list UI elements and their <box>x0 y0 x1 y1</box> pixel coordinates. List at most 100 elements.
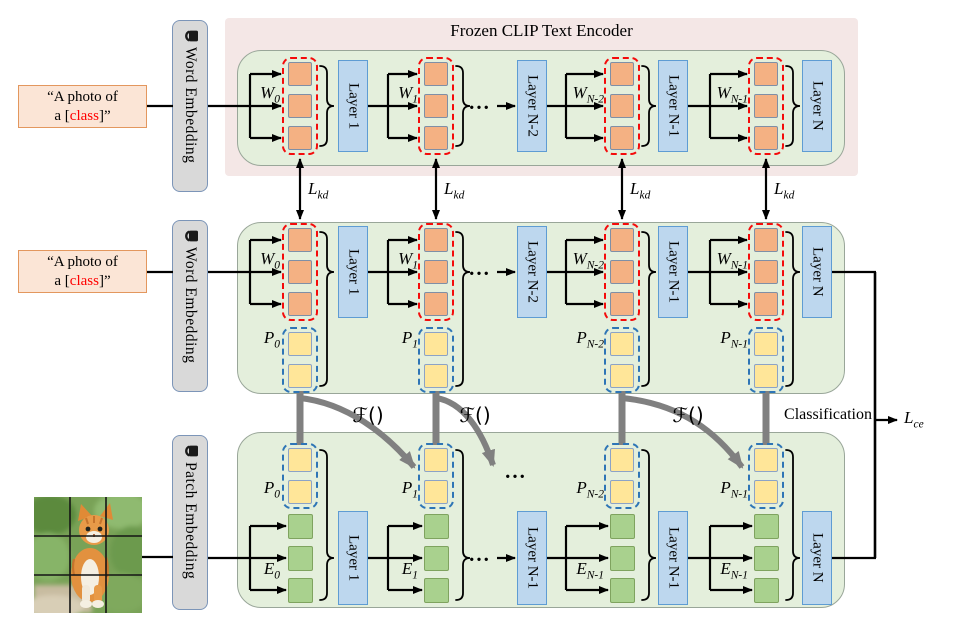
word-embedding-label: Word Embedding <box>182 247 199 364</box>
p-token <box>754 480 778 504</box>
e-token <box>609 514 635 539</box>
e-label: E0 <box>263 559 280 582</box>
w-token <box>288 126 312 150</box>
vision-layer-box-3: Layer N <box>802 511 832 605</box>
w-label: W1 <box>398 249 418 272</box>
student-w-token-stack-1 <box>418 223 454 321</box>
lock-icon <box>184 230 198 242</box>
vision-p-token-stack-1 <box>418 443 454 509</box>
patch-embedding-label: Patch Embedding <box>182 462 199 580</box>
student-p-token-stack-1 <box>418 327 454 393</box>
vision-e-token-stack-2 <box>604 514 640 603</box>
p-token <box>754 364 778 388</box>
vision-p-token-stack-2 <box>604 443 640 509</box>
w-token <box>610 260 634 284</box>
p-token <box>288 364 312 388</box>
e-token <box>423 514 449 539</box>
w-token <box>424 94 448 118</box>
kd-loss-label: Lkd <box>444 179 465 202</box>
teacher-layer-box-3: Layer N <box>802 60 832 152</box>
vision-p-token-stack-0 <box>282 443 318 509</box>
w-token <box>610 94 634 118</box>
kd-loss-label: Lkd <box>774 179 795 202</box>
student-p-token-stack-0 <box>282 327 318 393</box>
class-token-text: class <box>69 108 99 124</box>
ellipsis: ... <box>469 90 491 114</box>
f-transform-label: ℱ() <box>672 403 704 427</box>
p-label: PN-2 <box>576 478 604 501</box>
teacher-w-token-stack-2 <box>604 57 640 155</box>
vision-e-token-stack-0 <box>282 514 318 603</box>
w-label: W1 <box>398 83 418 106</box>
w-token <box>610 62 634 86</box>
ce-loss-label: Lce <box>904 408 924 431</box>
p-token <box>288 480 312 504</box>
w-label: WN-1 <box>716 249 748 272</box>
e-token <box>287 514 313 539</box>
class-token-text: class <box>69 273 99 289</box>
w-token <box>288 292 312 316</box>
kd-loss-label: Lkd <box>630 179 651 202</box>
student-w-token-stack-0 <box>282 223 318 321</box>
vision-layer-box-1: Layer N-1 <box>517 511 547 605</box>
e-token <box>423 546 449 571</box>
vision-e-token-stack-3 <box>748 514 784 603</box>
e-label: EN-1 <box>720 559 748 582</box>
prompt-line1: “A photo of <box>47 89 118 105</box>
student-layer-box-0: Layer 1 <box>338 226 368 318</box>
p-token <box>610 448 634 472</box>
w-token <box>288 94 312 118</box>
w-token <box>754 260 778 284</box>
p-label: PN-2 <box>576 328 604 351</box>
e-token <box>423 578 449 603</box>
prompt-line2: a [class]” <box>54 273 111 289</box>
w-token <box>424 62 448 86</box>
teacher-layer-box-2: Layer N-1 <box>658 60 688 152</box>
text-prompt-box-teacher: “A photo of a [class]” <box>18 85 147 128</box>
frozen-encoder-title: Frozen CLIP Text Encoder <box>450 21 633 40</box>
student-p-token-stack-2 <box>604 327 640 393</box>
teacher-layer-box-0: Layer 1 <box>338 60 368 152</box>
e-token <box>609 578 635 603</box>
word-embedding-box-student: Word Embedding <box>172 220 208 392</box>
p-token <box>424 480 448 504</box>
p-label: P1 <box>401 478 418 501</box>
word-embedding-box-teacher: Word Embedding <box>172 20 208 192</box>
w-token <box>610 292 634 316</box>
w-token <box>424 126 448 150</box>
ellipsis: ... <box>505 459 527 483</box>
student-p-token-stack-3 <box>748 327 784 393</box>
w-token <box>424 292 448 316</box>
f-transform-label: ℱ() <box>459 403 491 427</box>
prompt-line1: “A photo of <box>47 254 118 270</box>
lock-icon <box>184 30 198 42</box>
student-layer-box-3: Layer N <box>802 226 832 318</box>
w-label: W0 <box>260 83 280 106</box>
prompt-line2: a [class]” <box>54 108 111 124</box>
e-label: E1 <box>401 559 418 582</box>
p-token <box>610 480 634 504</box>
teacher-w-token-stack-3 <box>748 57 784 155</box>
p-token <box>754 448 778 472</box>
w-label: WN-2 <box>572 83 604 106</box>
student-w-token-stack-2 <box>604 223 640 321</box>
p-label: PN-1 <box>720 328 748 351</box>
p-token <box>424 332 448 356</box>
p-token <box>288 332 312 356</box>
vision-layer-box-2: Layer N-1 <box>658 511 688 605</box>
w-label: WN-2 <box>572 249 604 272</box>
f-transform-label: ℱ() <box>352 403 384 427</box>
patch-grid-lines <box>34 497 142 613</box>
teacher-w-token-stack-0 <box>282 57 318 155</box>
e-label: EN-1 <box>576 559 604 582</box>
w-token <box>288 228 312 252</box>
student-layer-box-2: Layer N-1 <box>658 226 688 318</box>
word-embedding-label: Word Embedding <box>182 47 199 164</box>
p-label: P0 <box>263 478 280 501</box>
w-token <box>754 126 778 150</box>
w-token <box>288 62 312 86</box>
e-token <box>753 578 779 603</box>
teacher-layer-box-1: Layer N-2 <box>517 60 547 152</box>
student-w-token-stack-3 <box>748 223 784 321</box>
p-token <box>424 448 448 472</box>
